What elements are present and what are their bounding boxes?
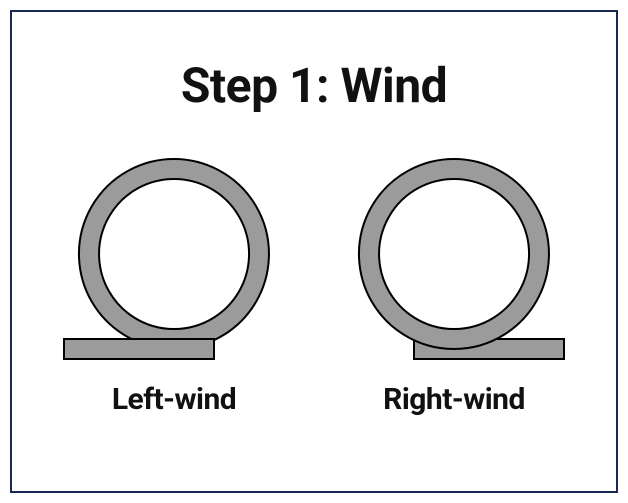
step-title: Step 1: Wind [181,57,447,114]
right-wind-icon [334,144,574,374]
left-wind-label: Left-wind [112,382,236,417]
coil-row: Left-wind Right-wind [42,144,586,417]
diagram-frame: Step 1: Wind Left-wind Right-wind [10,10,618,493]
left-wind-block: Left-wind [54,144,294,417]
right-wind-block: Right-wind [334,144,574,417]
right-wind-label: Right-wind [383,382,525,417]
left-wind-icon [54,144,294,374]
